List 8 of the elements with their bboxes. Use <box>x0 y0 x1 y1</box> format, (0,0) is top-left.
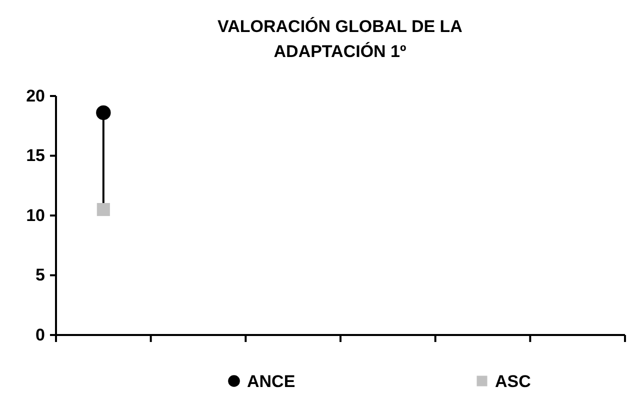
y-tick-label: 0 <box>36 325 45 344</box>
chart-title: VALORACIÓN GLOBAL DE LA ADAPTACIÓN 1º <box>218 16 462 61</box>
y-tick-label: 5 <box>36 266 45 285</box>
y-tick-label: 10 <box>26 206 45 225</box>
y-tick-label: 20 <box>26 86 45 106</box>
y-tick-label: 15 <box>26 146 45 166</box>
legend-label: ANCE <box>247 372 296 391</box>
legend-label: ASC <box>495 372 531 391</box>
